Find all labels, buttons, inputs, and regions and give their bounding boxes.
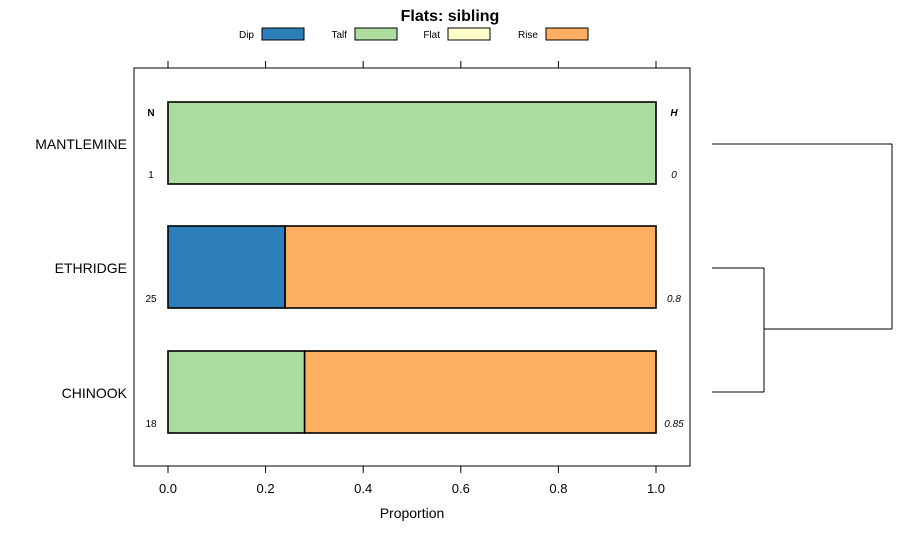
bars: MANTLEMINE 1 0 ETHRIDGE 25 0.8 CHINOOK 18 0.85 bbox=[35, 101, 684, 434]
n-value: 1 bbox=[148, 170, 154, 181]
x-tick-label: 0.2 bbox=[257, 481, 275, 496]
h-value: 0.8 bbox=[667, 294, 681, 305]
x-tick-label: 0.4 bbox=[354, 481, 372, 496]
n-value: 18 bbox=[145, 419, 157, 430]
dendrogram bbox=[712, 143, 893, 393]
n-column-header: N bbox=[147, 108, 154, 119]
bar-segment bbox=[167, 225, 286, 309]
category-label: MANTLEMINE bbox=[35, 136, 127, 152]
legend-swatch bbox=[261, 27, 305, 41]
plot-frame bbox=[133, 67, 691, 467]
x-axis-label: Proportion bbox=[380, 505, 445, 521]
legend-swatch bbox=[545, 27, 589, 41]
legend-swatch bbox=[447, 27, 491, 41]
legend: Dip Talf Flat Rise bbox=[239, 27, 589, 41]
h-column-header: H bbox=[670, 108, 678, 119]
chart-title: Flats: sibling bbox=[401, 8, 500, 25]
n-value: 25 bbox=[145, 294, 157, 305]
x-tick-label: 0.8 bbox=[549, 481, 567, 496]
bar-segment bbox=[303, 350, 657, 434]
legend-label: Dip bbox=[239, 30, 254, 41]
bar-segment bbox=[167, 350, 306, 434]
x-axis-ticks: 0.0 0.2 0.4 0.6 0.8 1.0 bbox=[159, 61, 665, 496]
category-label: ETHRIDGE bbox=[55, 260, 127, 276]
category-label: CHINOOK bbox=[62, 385, 128, 401]
h-value: 0.85 bbox=[664, 419, 684, 430]
bar-segment bbox=[167, 101, 657, 185]
h-value: 0 bbox=[671, 170, 677, 181]
legend-label: Flat bbox=[423, 30, 440, 41]
x-tick-label: 0.6 bbox=[452, 481, 470, 496]
legend-swatch bbox=[354, 27, 398, 41]
legend-label: Rise bbox=[518, 30, 538, 41]
legend-label: Talf bbox=[331, 30, 347, 41]
x-tick-label: 0.0 bbox=[159, 481, 177, 496]
bar-segment bbox=[284, 225, 657, 309]
x-tick-label: 1.0 bbox=[647, 481, 665, 496]
